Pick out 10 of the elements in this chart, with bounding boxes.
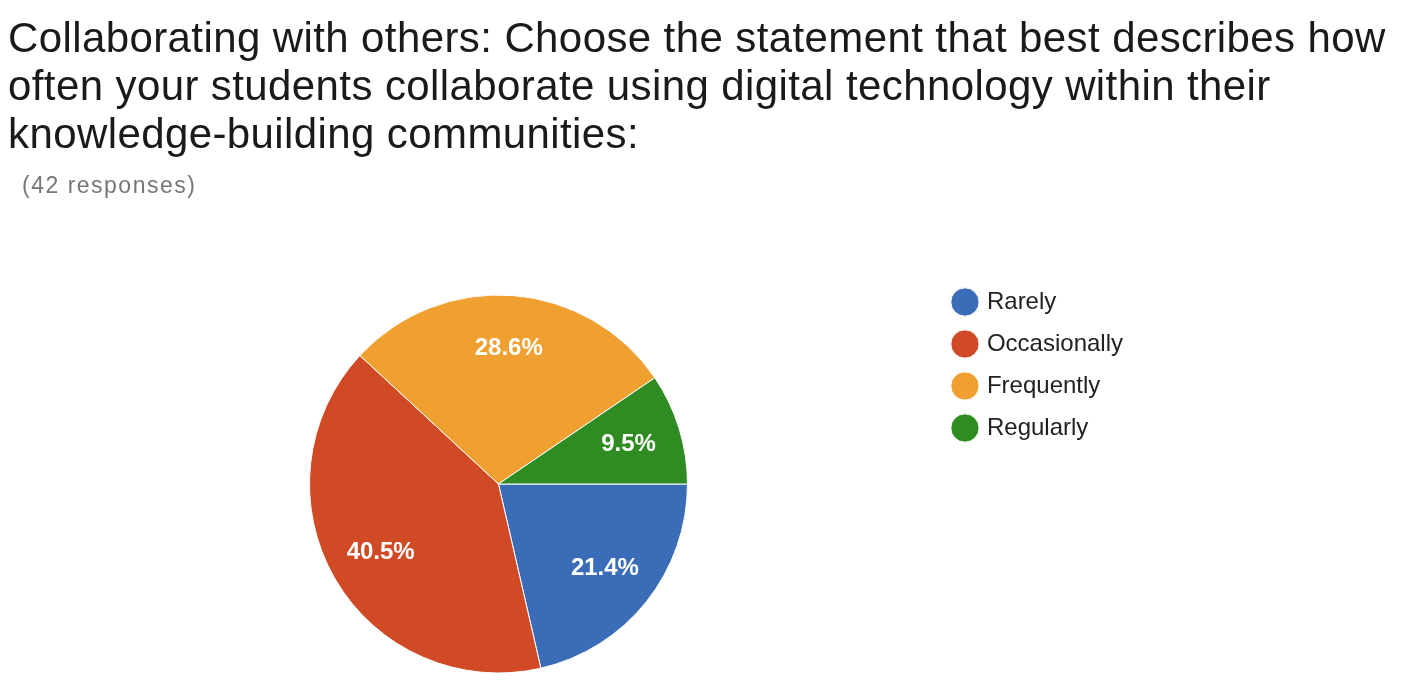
legend-label: Frequently [986,370,1101,398]
legend-label: Occasionally [986,328,1124,356]
chart-title: Collaborating with others: Choose the statement that best describes how often your students collaborate using digital technology within their knowledge-building communities: [8,14,1387,158]
legend-label: Rarely [986,286,1057,314]
legend-label: Regularly [986,412,1089,440]
data-label: 40.5% [346,536,415,564]
data-label: 28.6% [474,332,543,360]
data-label: 9.5% [601,428,656,456]
data-label: 21.4% [570,553,639,581]
text: (42 responses) [22,171,197,199]
